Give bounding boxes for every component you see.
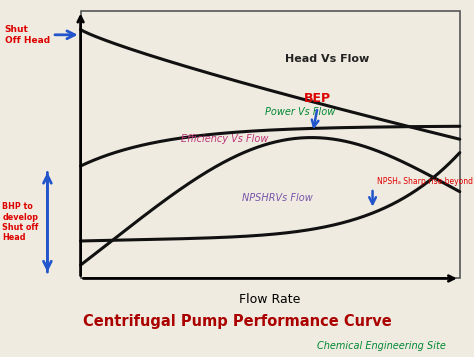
Text: Efficiency Vs Flow: Efficiency Vs Flow [181,134,268,144]
Text: BHP to
develop
Shut off
Head: BHP to develop Shut off Head [2,202,39,242]
Text: Centrifugal Pump Performance Curve: Centrifugal Pump Performance Curve [82,314,392,329]
Text: Chemical Engineering Site: Chemical Engineering Site [317,341,446,351]
Bar [81,11,460,278]
Text: BEP: BEP [304,92,331,105]
Text: NPSHRVs Flow: NPSHRVs Flow [242,193,313,203]
Text: NPSHₐ Sharp rise beyond BEP: NPSHₐ Sharp rise beyond BEP [377,177,474,186]
Text: Head Vs Flow: Head Vs Flow [285,54,369,64]
Text: Power Vs Flow: Power Vs Flow [265,107,336,117]
Text: Flow Rate: Flow Rate [239,293,301,306]
Text: Shut
Off Head: Shut Off Head [5,25,50,45]
